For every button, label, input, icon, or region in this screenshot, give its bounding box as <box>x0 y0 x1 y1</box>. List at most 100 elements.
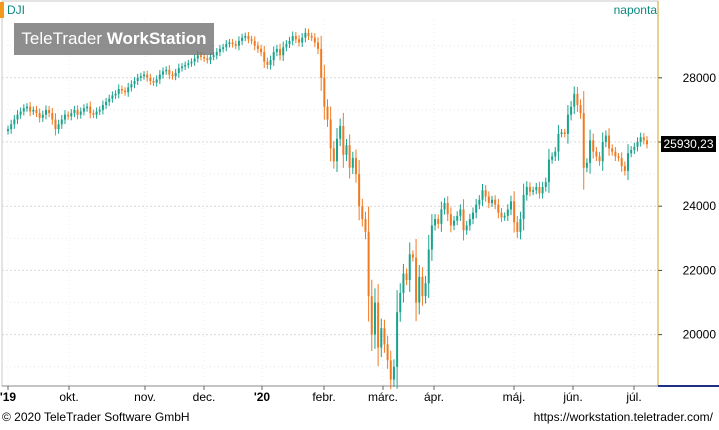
candle-body <box>193 58 196 62</box>
candle-body <box>595 151 598 157</box>
candle-body <box>215 52 218 56</box>
candle-body <box>272 52 275 61</box>
plot-border <box>1 0 659 387</box>
candle-body <box>494 199 497 205</box>
candle-body <box>547 159 550 183</box>
candle-body <box>130 84 133 88</box>
candle-body <box>525 186 528 195</box>
candle-body <box>430 225 433 250</box>
candle-body <box>209 56 212 61</box>
y-tick-label: 20000 <box>683 328 717 342</box>
candle-body <box>342 125 345 155</box>
candle-body <box>604 135 607 142</box>
candle-body <box>285 44 288 48</box>
candle-body <box>38 113 41 118</box>
candle-body <box>557 133 560 152</box>
candle-body <box>465 225 468 231</box>
x-tick-label: okt. <box>59 390 78 404</box>
candle-body <box>63 114 66 120</box>
candle-body <box>180 66 183 69</box>
candle-body <box>253 40 256 46</box>
candle-body <box>453 220 456 226</box>
candle-body <box>266 61 269 65</box>
candle-body <box>244 36 247 38</box>
candle-body <box>143 74 146 77</box>
candle-body <box>446 203 449 215</box>
candle-body <box>405 273 408 281</box>
candlestick-series <box>7 28 648 390</box>
candle-body <box>585 162 588 168</box>
candle-body <box>60 119 63 125</box>
candle-body <box>544 182 547 187</box>
candle-body <box>165 69 168 72</box>
candle-body <box>256 45 259 49</box>
candle-body <box>462 209 465 231</box>
axes: 2000022000240002600028000'19okt.nov.dec.… <box>0 1 719 404</box>
x-tick-label: ápr. <box>424 390 444 404</box>
y-tick-label: 28000 <box>683 71 717 85</box>
interval-label[interactable]: naponta <box>613 3 657 17</box>
candle-body <box>54 119 57 130</box>
candle-body <box>32 109 35 112</box>
candle-body <box>434 219 437 226</box>
symbol-accent-bar <box>0 2 4 18</box>
candle-body <box>298 39 301 43</box>
candle-body <box>506 209 509 216</box>
candle-body <box>329 119 332 149</box>
candle-body <box>589 140 592 163</box>
candle-body <box>279 48 282 56</box>
candle-body <box>484 190 487 197</box>
candle-body <box>190 61 193 64</box>
candle-body <box>427 249 430 284</box>
candle-body <box>418 276 421 303</box>
candle-body <box>513 201 516 223</box>
candle-body <box>611 148 614 152</box>
x-tick-label: máj. <box>503 390 526 404</box>
x-tick-label: márc. <box>368 390 398 404</box>
candle-body <box>440 209 443 224</box>
candle-body <box>358 174 361 207</box>
x-tick-label: jún. <box>562 390 582 404</box>
candle-body <box>456 215 459 221</box>
candle-body <box>222 47 225 49</box>
candle-body <box>269 60 272 65</box>
candle-body <box>263 52 266 62</box>
candle-body <box>348 145 351 168</box>
candle-body <box>389 360 392 380</box>
candle-body <box>16 114 19 120</box>
y-tick-label: 22000 <box>683 263 717 277</box>
candle-body <box>500 212 503 218</box>
candle-body <box>573 93 576 107</box>
candle-body <box>310 36 313 38</box>
candle-body <box>646 140 648 145</box>
candle-body <box>475 204 478 213</box>
grid <box>1 0 659 387</box>
candle-body <box>155 79 158 83</box>
candle-body <box>41 114 44 118</box>
source-url[interactable]: https://workstation.teletrader.com/ <box>533 410 713 424</box>
candle-body <box>25 106 28 109</box>
symbol-label[interactable]: DJI <box>7 3 25 17</box>
candle-body <box>370 296 373 335</box>
candle-body <box>158 74 161 80</box>
candle-body <box>472 212 475 220</box>
candle-body <box>101 105 104 110</box>
candle-body <box>323 77 326 107</box>
candle-body <box>291 36 294 41</box>
candle-body <box>13 119 16 125</box>
candle-body <box>86 106 89 109</box>
candle-body <box>199 55 202 57</box>
candle-body <box>598 156 601 162</box>
candle-body <box>402 273 405 293</box>
candle-body <box>117 89 120 94</box>
candle-body <box>19 111 22 115</box>
candle-body <box>570 106 573 115</box>
last-price-tag: 25930,23 <box>661 136 716 153</box>
candle-body <box>7 129 9 132</box>
candle-body <box>326 106 329 120</box>
candle-body <box>44 109 47 115</box>
candle-body <box>339 125 342 139</box>
candle-body <box>22 108 25 112</box>
